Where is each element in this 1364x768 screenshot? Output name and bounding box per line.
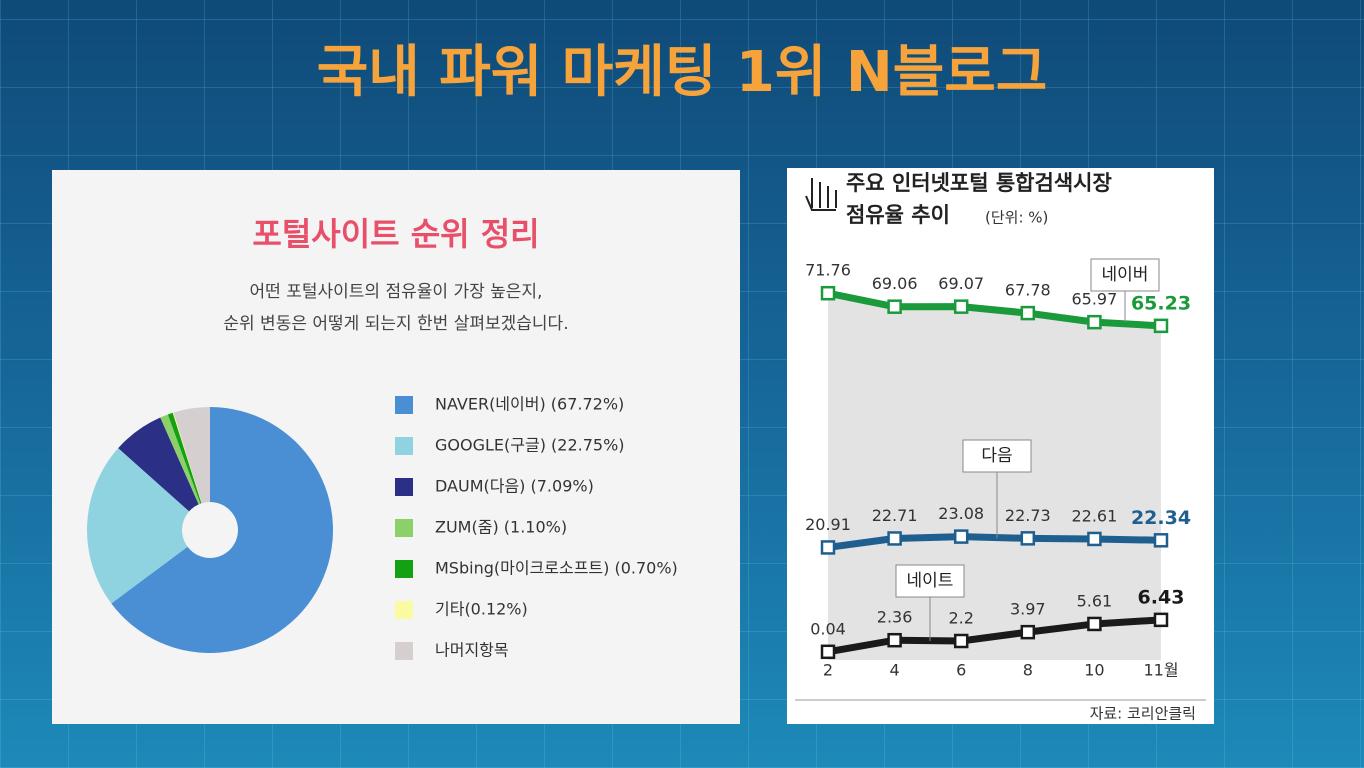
legend-label: ZUM(줌) (1.10%) [435, 518, 567, 537]
point [1153, 318, 1169, 334]
legend-box [1090, 258, 1160, 292]
x-tick-label: 11월 [1143, 661, 1178, 680]
legend-label: 나머지항목 [435, 641, 509, 660]
legend-swatch [395, 601, 413, 619]
point [1020, 531, 1036, 546]
legend-label: 네이버 [1102, 265, 1149, 285]
point [820, 540, 836, 555]
line [827, 616, 1162, 656]
legend-label: GOOGLE(구글) (22.75%) [435, 436, 625, 455]
point [1087, 616, 1102, 632]
point [1153, 612, 1169, 628]
pie-slice [173, 407, 210, 504]
value-label: 22.34 [1131, 507, 1191, 529]
line [827, 289, 1162, 330]
pie-slice [111, 407, 333, 653]
pie-slice [118, 417, 199, 512]
value-label: 2.2 [948, 609, 973, 628]
value-label: 65.23 [1131, 292, 1191, 314]
point [1087, 314, 1102, 330]
source: 자료: 코리안클릭 [1090, 705, 1196, 723]
value-label: 71.76 [805, 261, 851, 280]
point [1153, 533, 1169, 548]
legend-label: 다음 [981, 446, 1012, 466]
point [953, 299, 969, 314]
point [1020, 305, 1036, 321]
legend-box [962, 439, 1032, 473]
point [1020, 624, 1036, 640]
point [953, 633, 969, 649]
value-label: 65.97 [1071, 290, 1117, 309]
hand-icon [805, 178, 837, 211]
x-tick-label: 8 [1023, 661, 1033, 680]
legend-box [895, 564, 965, 598]
line-title: 주요 인터넷포털 통합검색시장 [846, 171, 1112, 195]
legend-swatch [395, 642, 413, 660]
line-title: 점유율 추이 [846, 203, 950, 227]
value-label: 3.97 [1010, 600, 1046, 619]
value-label: 22.71 [872, 506, 918, 525]
legend-swatch [395, 478, 413, 496]
pie-slice [86, 448, 190, 604]
pie-slice [167, 412, 202, 504]
value-label: 20.91 [805, 515, 851, 534]
line-unit: (단위: %) [985, 209, 1048, 227]
point [953, 529, 969, 544]
legend-label: 네이트 [907, 571, 954, 591]
value-label: 69.07 [938, 274, 984, 293]
pie-slice [172, 412, 202, 504]
value-label: 22.73 [1005, 506, 1051, 525]
x-tick-label: 6 [956, 661, 966, 680]
pie-subtitle: 순위 변동은 어떻게 되는지 한번 살펴보겠습니다. [223, 314, 568, 334]
legend-swatch [395, 396, 413, 414]
value-label: 5.61 [1077, 591, 1113, 610]
legend-swatch [395, 519, 413, 537]
point [887, 299, 902, 314]
pie-subtitle: 어떤 포털사이트의 점유율이 가장 높은지, [250, 282, 543, 302]
page-title: 국내 파워 마케팅 1위 N블로그 [317, 40, 1048, 105]
x-tick-label: 10 [1084, 661, 1104, 680]
point [1087, 531, 1102, 547]
x-tick-label: 4 [890, 661, 900, 680]
legend-swatch [395, 437, 413, 455]
pie-title: 포털사이트 순위 정리 [252, 215, 539, 253]
legend-label: 기타(0.12%) [435, 600, 528, 619]
legend-label: NAVER(네이버) (67.72%) [435, 395, 624, 414]
point [820, 285, 836, 301]
value-label: 23.08 [938, 504, 984, 523]
value-label: 2.36 [877, 608, 913, 627]
legend-swatch [395, 560, 413, 578]
pie-slice [160, 414, 201, 505]
point [887, 531, 902, 546]
line [827, 533, 1162, 551]
value-label: 6.43 [1138, 586, 1185, 608]
value-label: 0.04 [810, 619, 846, 638]
legend-label: MSbing(마이크로소프트) (0.70%) [435, 559, 678, 578]
value-label: 67.78 [1005, 281, 1051, 300]
point [820, 644, 836, 660]
legend-label: DAUM(다음) (7.09%) [435, 477, 594, 496]
value-label: 22.61 [1071, 506, 1117, 525]
point [887, 632, 902, 648]
x-tick-label: 2 [823, 661, 833, 680]
value-label: 69.06 [872, 274, 918, 293]
